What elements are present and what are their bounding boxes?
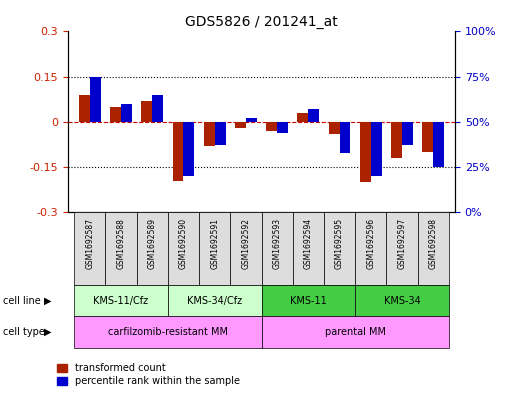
Bar (328, 122, 339, 134)
Bar (324, 212, 355, 285)
Text: GSM1692591: GSM1692591 (210, 218, 219, 269)
Text: KMS-11: KMS-11 (290, 296, 327, 306)
Bar (79, 95, 90, 122)
Bar (298, 113, 309, 122)
Text: GSM1692593: GSM1692593 (272, 218, 281, 269)
Text: GSM1692587: GSM1692587 (85, 218, 94, 269)
Bar (173, 122, 184, 180)
Bar (74, 285, 168, 316)
Bar (168, 212, 199, 285)
Bar (246, 118, 257, 122)
Bar (106, 212, 137, 285)
Text: GSM1692597: GSM1692597 (397, 218, 406, 269)
Text: ▶: ▶ (44, 296, 52, 306)
Bar (391, 122, 402, 158)
Bar (74, 212, 106, 285)
Bar (230, 212, 262, 285)
Legend: transformed count, percentile rank within the sample: transformed count, percentile rank withi… (57, 363, 240, 386)
Bar (262, 212, 293, 285)
Bar (90, 77, 101, 122)
Bar (417, 212, 449, 285)
Text: GSM1692589: GSM1692589 (148, 218, 157, 269)
Bar (339, 122, 350, 152)
Bar (266, 122, 277, 131)
Text: GSM1692588: GSM1692588 (117, 218, 126, 269)
Bar (137, 212, 168, 285)
Text: GSM1692598: GSM1692598 (429, 218, 438, 269)
Text: cell type: cell type (3, 327, 44, 337)
Text: parental MM: parental MM (325, 327, 385, 337)
Bar (277, 122, 288, 133)
Text: ▶: ▶ (44, 327, 52, 337)
Bar (199, 212, 230, 285)
Bar (214, 122, 225, 145)
Bar (141, 101, 152, 122)
Bar (262, 285, 355, 316)
Title: GDS5826 / 201241_at: GDS5826 / 201241_at (185, 15, 338, 29)
Bar (262, 316, 449, 348)
Bar (309, 109, 319, 122)
Text: GSM1692595: GSM1692595 (335, 218, 344, 269)
Bar (293, 212, 324, 285)
Bar (422, 122, 433, 152)
Bar (121, 104, 132, 122)
Bar (402, 122, 413, 145)
Bar (110, 107, 121, 122)
Text: KMS-34: KMS-34 (383, 296, 420, 306)
Text: cell line: cell line (3, 296, 40, 306)
Text: GSM1692596: GSM1692596 (366, 218, 375, 269)
Bar (355, 212, 386, 285)
Bar (355, 285, 449, 316)
Text: KMS-34/Cfz: KMS-34/Cfz (187, 296, 242, 306)
Bar (433, 122, 444, 167)
Text: carfilzomib-resistant MM: carfilzomib-resistant MM (108, 327, 228, 337)
Bar (371, 122, 382, 176)
Bar (386, 212, 417, 285)
Bar (235, 122, 246, 128)
Bar (168, 285, 262, 316)
Text: GSM1692594: GSM1692594 (304, 218, 313, 269)
Bar (204, 122, 214, 146)
Text: GSM1692590: GSM1692590 (179, 218, 188, 269)
Bar (152, 95, 163, 122)
Bar (184, 122, 195, 176)
Bar (360, 122, 371, 182)
Bar (74, 316, 262, 348)
Text: GSM1692592: GSM1692592 (242, 218, 251, 269)
Text: KMS-11/Cfz: KMS-11/Cfz (94, 296, 149, 306)
